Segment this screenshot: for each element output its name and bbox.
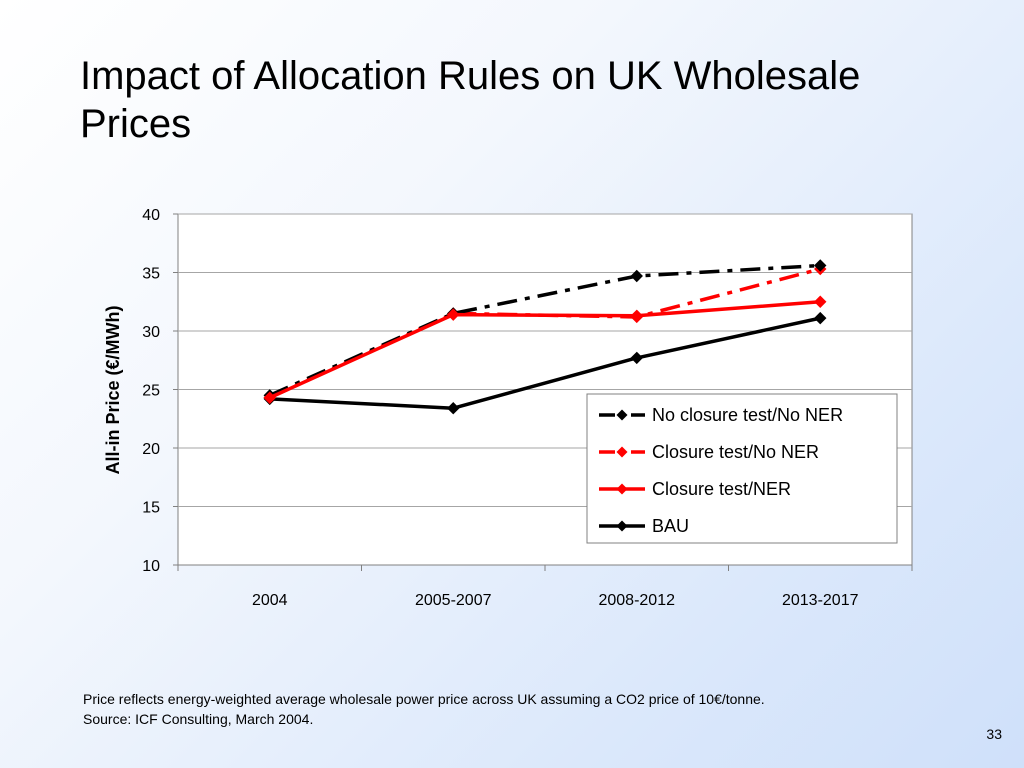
y-tick-label-10: 10 [142, 558, 160, 575]
y-tick-label-25: 25 [142, 383, 160, 400]
legend-label-closure-test-ner: Closure test/NER [652, 479, 791, 499]
y-tick-label-15: 15 [142, 500, 160, 517]
legend: No closure test/No NER Closure test/No NE… [586, 393, 898, 544]
marker-closure-test-ner-3 [814, 295, 827, 308]
legend-label-bau: BAU [652, 516, 689, 536]
marker-no-closure-test-no-ner-2 [630, 269, 643, 283]
y-tick-label-30: 30 [142, 324, 160, 341]
series-layer [263, 259, 827, 415]
page-number: 33 [986, 726, 1002, 742]
legend-label-no-closure-test-no-ner: No closure test/No NER [652, 405, 843, 425]
marker-bau-3 [814, 311, 827, 325]
legend-marker-closure-test-ner [616, 483, 628, 495]
footnote-line-1: Price reflects energy-weighted average w… [83, 691, 765, 707]
axes: 10 15 20 25 30 35 40 2004 2005-2007 2008-2012 2013… [142, 207, 913, 609]
x-tick-label-2013-2017: 2013-2017 [782, 592, 859, 609]
y-tick-label-40: 40 [142, 207, 160, 224]
marker-closure-test-ner-2 [630, 309, 643, 322]
marker-bau-1 [447, 402, 460, 415]
legend-marker-bau [616, 520, 628, 532]
slide-title: Impact of Allocation Rules on UK Wholesa… [80, 54, 861, 146]
y-tick-label-35: 35 [142, 266, 160, 283]
legend-box [586, 393, 898, 544]
y-tick-label-20: 20 [142, 441, 160, 458]
x-tick-label-2005-2007: 2005-2007 [415, 592, 492, 609]
legend-label-closure-test-no-ner: Closure test/No NER [652, 442, 819, 462]
legend-marker-no-closure-test-no-ner [616, 409, 628, 421]
y-axis-title: All-in Price (€/MWh) [103, 305, 123, 474]
legend-marker-closure-test-no-ner [616, 446, 628, 458]
x-tick-label-2008-2012: 2008-2012 [598, 592, 675, 609]
footnote: Price reflects energy-weighted average w… [83, 689, 963, 729]
series-line-bau [269, 316, 821, 410]
marker-closure-test-ner-0 [263, 391, 276, 404]
marker-closure-test-ner-1 [447, 308, 460, 321]
x-tick-label-2004: 2004 [252, 592, 288, 609]
marker-bau-2 [630, 351, 643, 365]
footnote-source: Source: ICF Consulting, March 2004. [83, 711, 314, 727]
series-line-closure-test-ner [269, 300, 821, 400]
marker-no-closure-test-no-ner-3 [814, 259, 827, 272]
